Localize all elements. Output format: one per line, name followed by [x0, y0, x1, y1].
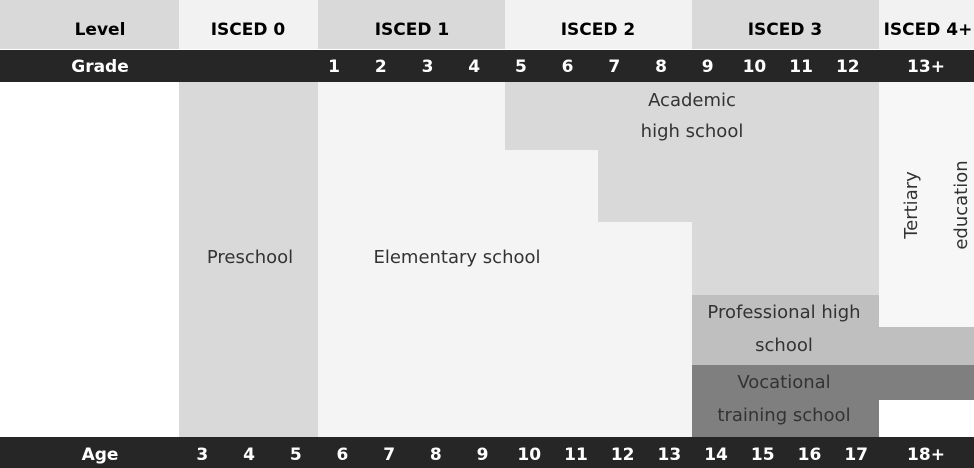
age: 14 — [704, 445, 728, 465]
level: ISCED 1 — [375, 20, 450, 40]
level-label: Level — [75, 20, 126, 40]
program-label: school — [755, 335, 813, 356]
grade: 2 — [375, 57, 387, 77]
age: 11 — [564, 445, 588, 465]
program-label: education — [951, 160, 972, 249]
program-label: Professional high — [707, 302, 860, 323]
age: 12 — [611, 445, 635, 465]
program-label: Tertiary — [901, 171, 922, 240]
age: 5 — [290, 445, 302, 465]
age: 3 — [196, 445, 208, 465]
level-cell — [318, 0, 505, 49]
age: 16 — [798, 445, 822, 465]
age: 6 — [337, 445, 349, 465]
program-label: Vocational — [737, 372, 830, 393]
age: 9 — [477, 445, 489, 465]
level: ISCED 0 — [211, 20, 286, 40]
level-cell — [505, 0, 692, 49]
academic-area — [505, 82, 879, 295]
level-cell — [879, 0, 974, 49]
age: 15 — [751, 445, 775, 465]
grade: 6 — [562, 57, 574, 77]
level-cell — [179, 0, 318, 49]
vocational-area — [692, 365, 974, 437]
age: 13 — [658, 445, 682, 465]
program-label: Elementary school — [373, 247, 540, 268]
grade: 10 — [743, 57, 767, 77]
program-label: Preschool — [207, 247, 293, 268]
age: 17 — [844, 445, 868, 465]
grade: 5 — [515, 57, 527, 77]
program-label: high school — [641, 121, 744, 142]
level-cell — [0, 0, 179, 49]
elementary-area — [318, 82, 692, 437]
tertiary-area — [879, 82, 974, 327]
grade-label: Grade — [71, 57, 129, 77]
grade: 3 — [422, 57, 434, 77]
level: ISCED 2 — [561, 20, 636, 40]
level: ISCED 4+ — [884, 20, 973, 40]
level-cell — [692, 0, 879, 49]
grade: 9 — [702, 57, 714, 77]
program-label: training school — [717, 405, 850, 426]
age-bar — [0, 437, 974, 468]
age: 4 — [243, 445, 255, 465]
age: 7 — [383, 445, 395, 465]
grade: 11 — [789, 57, 813, 77]
age: 18+ — [907, 445, 945, 465]
age: 8 — [430, 445, 442, 465]
grade: 4 — [468, 57, 480, 77]
grade: 7 — [608, 57, 620, 77]
age: 10 — [517, 445, 541, 465]
grade-bar — [0, 50, 974, 82]
professional-area — [692, 295, 974, 365]
age-label: Age — [82, 445, 119, 465]
program-label: Academic — [648, 90, 736, 111]
grade: 1 — [328, 57, 340, 77]
grade: 12 — [836, 57, 860, 77]
grade: 13+ — [907, 57, 945, 77]
grade: 8 — [655, 57, 667, 77]
preschool-area — [179, 82, 318, 437]
level: ISCED 3 — [748, 20, 823, 40]
